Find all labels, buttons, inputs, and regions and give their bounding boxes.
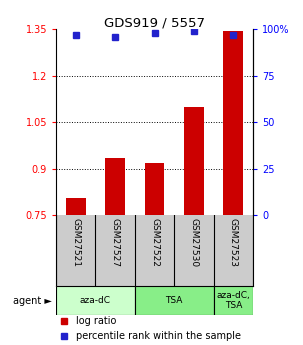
Bar [56, 286, 135, 315]
Text: percentile rank within the sample: percentile rank within the sample [76, 331, 241, 341]
Text: GSM27521: GSM27521 [71, 218, 80, 267]
Text: log ratio: log ratio [76, 316, 116, 326]
Text: GSM27530: GSM27530 [189, 218, 198, 267]
Text: GSM27527: GSM27527 [111, 218, 120, 267]
Bar [184, 107, 204, 215]
Bar [214, 286, 253, 315]
Text: agent ►: agent ► [13, 296, 52, 306]
Title: GDS919 / 5557: GDS919 / 5557 [104, 16, 205, 29]
Text: TSA: TSA [165, 296, 183, 305]
Text: aza-dC: aza-dC [80, 296, 111, 305]
Bar [224, 31, 243, 215]
Bar [135, 286, 214, 315]
Bar [66, 198, 85, 215]
Text: GSM27523: GSM27523 [229, 218, 238, 267]
Text: GSM27522: GSM27522 [150, 218, 159, 267]
Bar [145, 163, 164, 215]
Text: aza-dC,
TSA: aza-dC, TSA [216, 291, 250, 310]
Bar [105, 158, 125, 215]
